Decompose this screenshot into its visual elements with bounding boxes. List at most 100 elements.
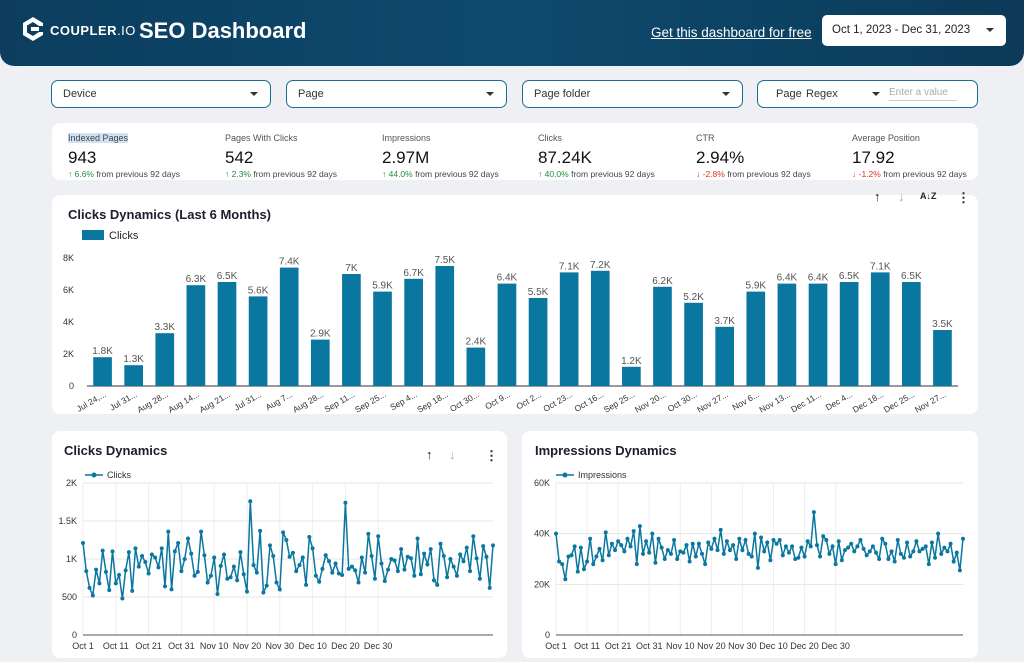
data-point	[399, 547, 404, 552]
data-point	[445, 575, 450, 580]
more-options-icon[interactable]: ⋮	[485, 448, 498, 463]
data-point	[771, 538, 776, 542]
data-point	[783, 544, 788, 549]
x-tick-label: Oct 11	[574, 641, 600, 651]
data-point	[166, 529, 171, 534]
data-point	[833, 562, 838, 567]
data-point	[706, 540, 711, 545]
x-tick-label: Sep 11...	[322, 389, 356, 414]
bar-data-label: 1.8K	[92, 346, 113, 357]
data-point	[687, 559, 692, 564]
data-point	[793, 557, 798, 561]
data-point	[849, 541, 854, 546]
data-point	[957, 568, 962, 573]
data-point	[290, 550, 295, 555]
bar	[902, 282, 921, 386]
page-regex-filter: Page Regex Enter a value	[757, 80, 978, 108]
data-point	[379, 561, 384, 566]
x-tick-label: Oct 9...	[483, 389, 512, 411]
x-tick-label: Dec 30	[821, 641, 850, 651]
data-point	[796, 555, 801, 560]
data-point	[762, 549, 767, 554]
data-point	[254, 570, 259, 575]
regex-mode-select[interactable]: Regex	[806, 88, 838, 100]
data-point	[827, 551, 832, 556]
data-point	[274, 580, 279, 585]
data-point	[451, 564, 456, 569]
data-point	[159, 546, 164, 551]
y-tick-label: 6K	[63, 285, 74, 295]
data-point	[588, 536, 593, 541]
device-filter-label: Device	[63, 88, 97, 100]
sort-descending-icon[interactable]: ↓	[449, 447, 456, 462]
sort-ascending-icon[interactable]: ↑	[874, 189, 881, 204]
sort-descending-icon[interactable]: ↓	[898, 189, 905, 204]
x-tick-label: Oct 23...	[541, 389, 574, 414]
data-point	[591, 562, 596, 567]
data-point	[267, 543, 272, 548]
data-point	[317, 579, 322, 584]
data-point	[468, 569, 473, 574]
y-tick-label: 1.5K	[58, 516, 77, 526]
x-tick-label: Aug 28...	[135, 389, 169, 415]
data-point	[905, 540, 910, 545]
data-point	[662, 557, 667, 561]
bar-data-label: 5.5K	[528, 287, 549, 298]
y-tick-label: 20K	[534, 579, 550, 589]
regex-value-input[interactable]: Enter a value	[889, 87, 957, 101]
data-point	[107, 588, 112, 593]
data-point	[304, 582, 309, 587]
device-filter[interactable]: Device	[51, 80, 271, 108]
page-folder-filter[interactable]: Page folder	[522, 80, 743, 108]
x-tick-label: Sep 18...	[415, 389, 449, 415]
data-point	[382, 579, 387, 584]
data-point	[113, 581, 118, 586]
bar	[155, 333, 175, 386]
data-point	[929, 540, 934, 545]
data-point	[474, 556, 479, 561]
bar-data-label: 3.3K	[154, 322, 175, 333]
x-tick-label: Dec 10	[298, 641, 327, 651]
data-point	[287, 554, 292, 559]
data-point	[703, 562, 708, 567]
bar	[497, 283, 517, 386]
more-options-icon[interactable]: ⋮	[957, 190, 970, 205]
x-tick-label: Oct 30...	[666, 389, 699, 414]
data-point	[731, 543, 736, 548]
data-point	[668, 551, 673, 556]
bar-data-label: 6.5K	[901, 271, 922, 282]
y-tick-label: 2K	[66, 478, 77, 488]
y-tick-label: 0	[545, 630, 550, 640]
data-point	[597, 546, 602, 551]
get-dashboard-link[interactable]: Get this dashboard for free	[651, 25, 812, 40]
data-point	[340, 572, 345, 577]
page-filter[interactable]: Page	[286, 80, 507, 108]
data-point	[146, 571, 151, 576]
data-point	[156, 565, 161, 570]
sort-az-icon[interactable]: A↓Z	[920, 191, 937, 201]
x-tick-label: Nov 6...	[730, 389, 760, 412]
data-point	[572, 544, 577, 549]
data-point	[313, 573, 318, 578]
x-tick-label: Sep 25...	[602, 389, 636, 415]
kpi-change: ↑ 40.0% from previous 92 days	[538, 169, 655, 179]
legend-marker	[562, 472, 568, 478]
kpi-label: Average Position	[852, 133, 920, 143]
date-range-picker[interactable]: Oct 1, 2023 - Dec 31, 2023	[822, 15, 1006, 46]
data-point	[603, 530, 608, 535]
data-point	[936, 531, 941, 536]
arrow-down-icon: ↓ -1.2%	[852, 169, 881, 179]
data-point	[225, 576, 230, 581]
data-point	[405, 554, 410, 559]
sort-ascending-icon[interactable]: ↑	[426, 447, 433, 462]
data-point	[842, 548, 847, 553]
data-point	[926, 562, 931, 567]
x-tick-label: Oct 1	[545, 641, 567, 651]
kpi-impressions: Impressions 2.97M ↑ 44.0% from previous 92…	[382, 128, 532, 179]
data-point	[369, 553, 374, 558]
data-point	[877, 557, 882, 561]
brand-name: COUPLER.IO	[50, 23, 136, 38]
data-point	[100, 548, 105, 553]
data-point	[678, 549, 683, 554]
data-point	[727, 548, 732, 553]
